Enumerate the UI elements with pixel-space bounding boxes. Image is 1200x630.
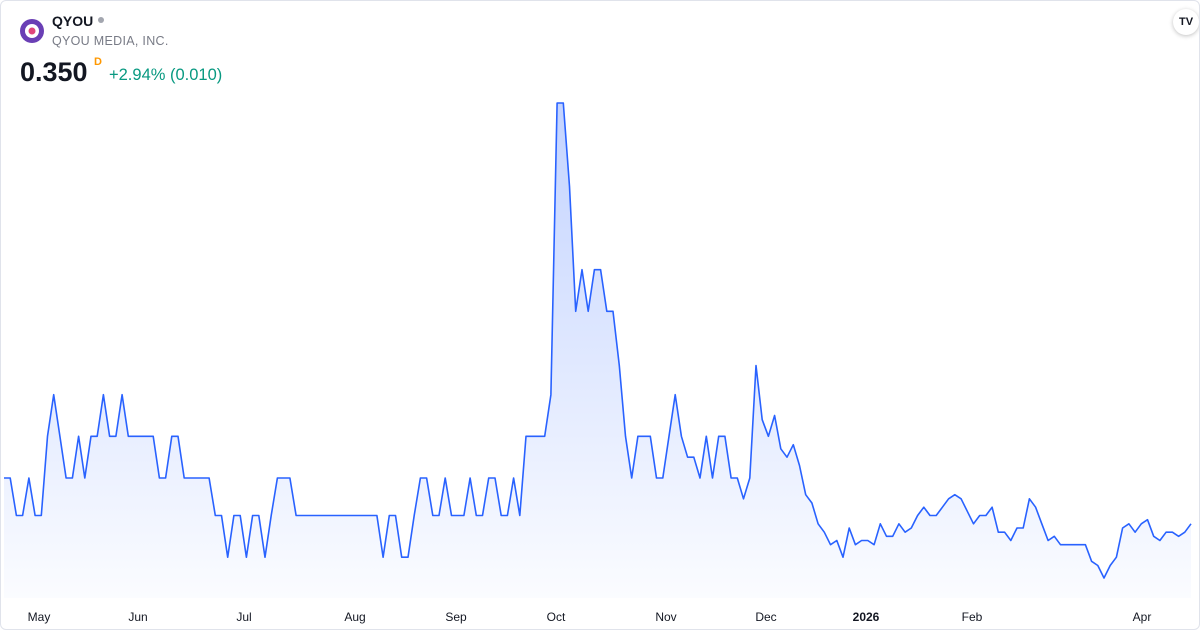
x-tick-label: Apr: [1133, 610, 1152, 624]
x-tick-label: Jul: [236, 610, 251, 624]
ticker: QYOU: [52, 13, 94, 29]
x-tick-label: Sep: [445, 610, 467, 624]
status-dot: [98, 17, 104, 23]
x-tick-label: Jun: [128, 610, 147, 624]
x-tick-label: Aug: [344, 610, 365, 624]
price-line: [4, 102, 1192, 579]
brand-badge[interactable]: TV: [1173, 9, 1199, 35]
company-name: QYOU MEDIA, INC.: [52, 34, 169, 48]
x-tick-label: May: [28, 610, 51, 624]
x-tick-label: Oct: [547, 610, 566, 624]
x-tick-label: 2026: [853, 610, 880, 624]
price: 0.350: [20, 57, 88, 87]
interval: D: [94, 56, 102, 68]
logo: [20, 19, 44, 43]
area-fill: [4, 103, 1191, 598]
x-tick-label: Nov: [655, 610, 676, 624]
x-tick-label: Feb: [962, 610, 983, 624]
x-tick-label: Dec: [755, 610, 776, 624]
price-change: +2.94% (0.010): [109, 66, 223, 84]
